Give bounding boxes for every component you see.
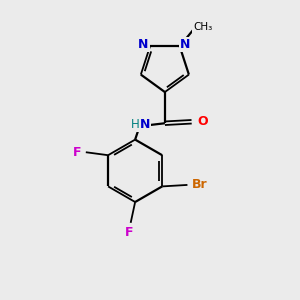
- Text: N: N: [140, 118, 150, 131]
- Text: F: F: [73, 146, 82, 159]
- Text: F: F: [125, 226, 134, 239]
- Text: N: N: [138, 38, 149, 51]
- Text: N: N: [180, 38, 190, 51]
- Text: O: O: [198, 115, 208, 128]
- Text: Br: Br: [192, 178, 208, 191]
- Text: CH₃: CH₃: [193, 22, 212, 32]
- Text: H: H: [131, 118, 140, 131]
